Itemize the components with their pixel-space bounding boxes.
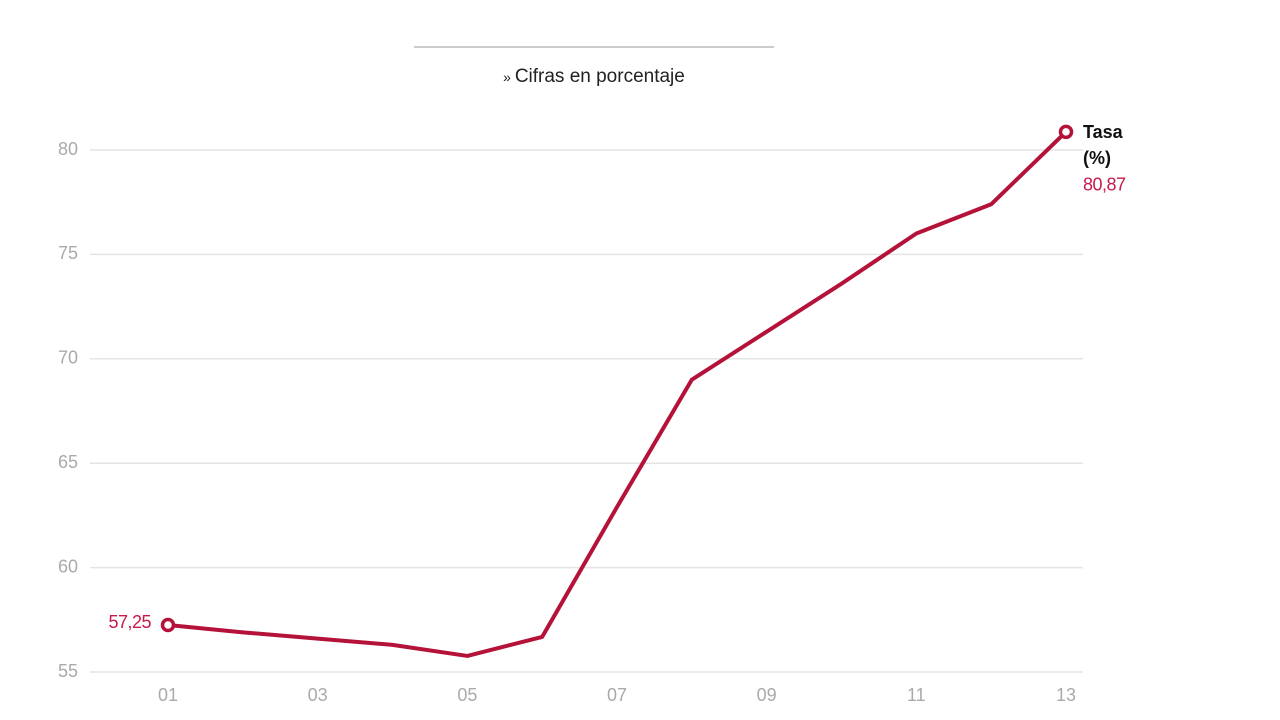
series-label: Tasa (%): [1083, 122, 1123, 168]
x-tick-label: 11: [907, 685, 926, 705]
end-marker: [160, 617, 176, 633]
divider: [414, 46, 774, 48]
x-tick-label: 09: [757, 685, 777, 705]
y-tick-label: 55: [58, 661, 78, 681]
x-tick-label: 13: [1056, 685, 1076, 705]
x-tick-label: 05: [457, 685, 477, 705]
y-tick-label: 60: [58, 556, 78, 576]
y-tick-label: 75: [58, 243, 78, 263]
y-tick-label: 80: [58, 139, 78, 159]
x-tick-label: 01: [158, 685, 178, 705]
value-label: 57,25: [108, 612, 151, 632]
y-tick-label: 70: [58, 348, 78, 368]
y-tick-label: 65: [58, 452, 78, 472]
x-tick-label: 03: [308, 685, 328, 705]
x-tick-label: 07: [607, 685, 627, 705]
chart-subtitle: Cifras en porcentaje: [0, 66, 1188, 88]
value-label: 80,87: [1083, 175, 1126, 195]
line: [167, 130, 1068, 658]
end-marker: [1058, 124, 1074, 140]
